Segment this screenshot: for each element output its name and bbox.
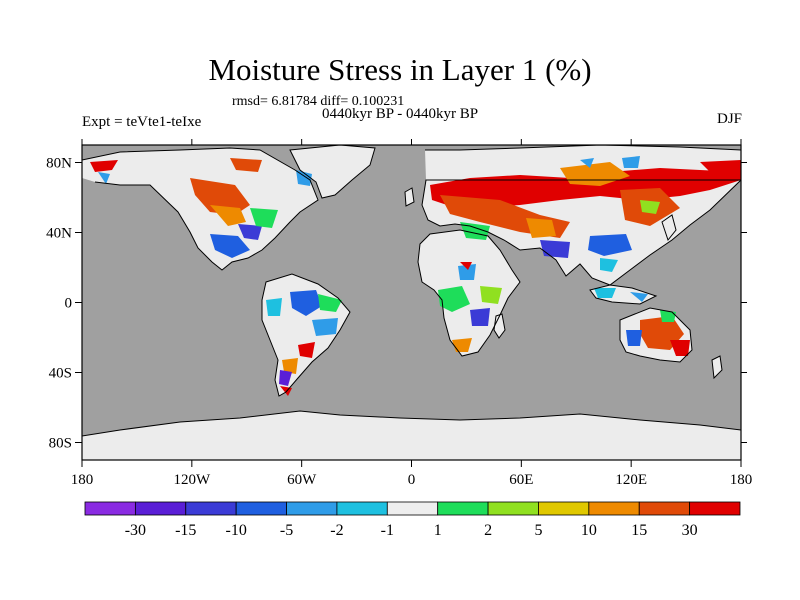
colorbar-label-1: -15 [175, 522, 196, 539]
map-field [82, 145, 741, 460]
lon-tick-label-3: 0 [408, 472, 416, 488]
lat-tick-label-2: 0 [65, 296, 73, 312]
lat-tick-label-3: 40S [49, 366, 72, 382]
colorbar-label-4: -2 [330, 522, 343, 539]
lon-tick-label-2: 60W [287, 472, 317, 488]
land-uk [405, 188, 414, 206]
colorbar-label-7: 2 [484, 522, 492, 539]
period-label: 0440kyr BP - 0440kyr BP [322, 106, 479, 122]
colorbar-label-11: 30 [682, 522, 698, 539]
colorbar-swatch-11 [638, 501, 691, 516]
colorbar: -30 -15 -10 -5 -2 -1 1 2 5 10 15 30 [84, 501, 741, 539]
experiment-label: Expt = teVte1-teIxe [82, 114, 202, 130]
colorbar-swatch-8 [487, 501, 539, 516]
anomaly-field [90, 156, 741, 396]
lat-tick-label-4: 80S [49, 436, 72, 452]
colorbar-swatch-4 [286, 501, 338, 516]
stats-label: rmsd= 6.81784 diff= 0.100231 [232, 94, 405, 109]
colorbar-swatch-3 [235, 501, 287, 516]
land-madagascar [494, 314, 505, 338]
lat-tick-label-1: 40N [46, 226, 72, 242]
colorbar-swatch-10 [588, 501, 640, 516]
lat-tick-label-0: 80N [46, 156, 72, 172]
land-greenland [290, 145, 375, 198]
colorbar-swatch-2 [185, 501, 237, 516]
colorbar-swatch-5 [336, 501, 388, 516]
lon-tick-label-0: 180 [71, 472, 94, 488]
colorbar-label-8: 5 [534, 522, 542, 539]
colorbar-label-10: 15 [631, 522, 647, 539]
plot-title: Moisture Stress in Layer 1 (%) [208, 52, 592, 87]
colorbar-label-2: -10 [225, 522, 246, 539]
colorbar-label-6: 1 [434, 522, 442, 539]
colorbar-label-3: -5 [280, 522, 293, 539]
longitude-axis: 180 120W 60W 0 60E 120E 180 [71, 139, 753, 488]
colorbar-swatch-0 [84, 501, 136, 516]
colorbar-label-9: 10 [581, 522, 597, 539]
colorbar-swatch-12 [689, 501, 741, 516]
lon-tick-label-4: 60E [509, 472, 533, 488]
lon-tick-label-1: 120W [173, 472, 211, 488]
land-antarctica [82, 411, 741, 460]
lon-tick-label-5: 120E [615, 472, 647, 488]
colorbar-swatch-9 [538, 501, 590, 516]
land-north-america [82, 148, 318, 270]
colorbar-swatch-7 [437, 501, 489, 516]
latitude-axis: 80N 40N 0 40S 80S [46, 156, 747, 452]
coastlines [82, 145, 741, 437]
season-label: DJF [716, 111, 742, 127]
lon-tick-label-6: 180 [730, 472, 753, 488]
colorbar-label-5: -1 [381, 522, 394, 539]
colorbar-label-0: -30 [125, 522, 146, 539]
colorbar-swatch-1 [134, 501, 187, 516]
colorbar-swatch-6 [386, 501, 439, 516]
